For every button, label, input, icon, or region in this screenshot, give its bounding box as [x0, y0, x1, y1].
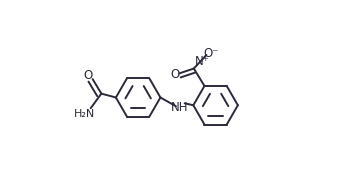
- Text: N⁺: N⁺: [195, 55, 210, 68]
- Text: O: O: [84, 69, 93, 82]
- Text: NH: NH: [171, 101, 189, 114]
- Text: O: O: [171, 68, 180, 81]
- Text: O⁻: O⁻: [203, 47, 219, 59]
- Text: H₂N: H₂N: [74, 109, 95, 119]
